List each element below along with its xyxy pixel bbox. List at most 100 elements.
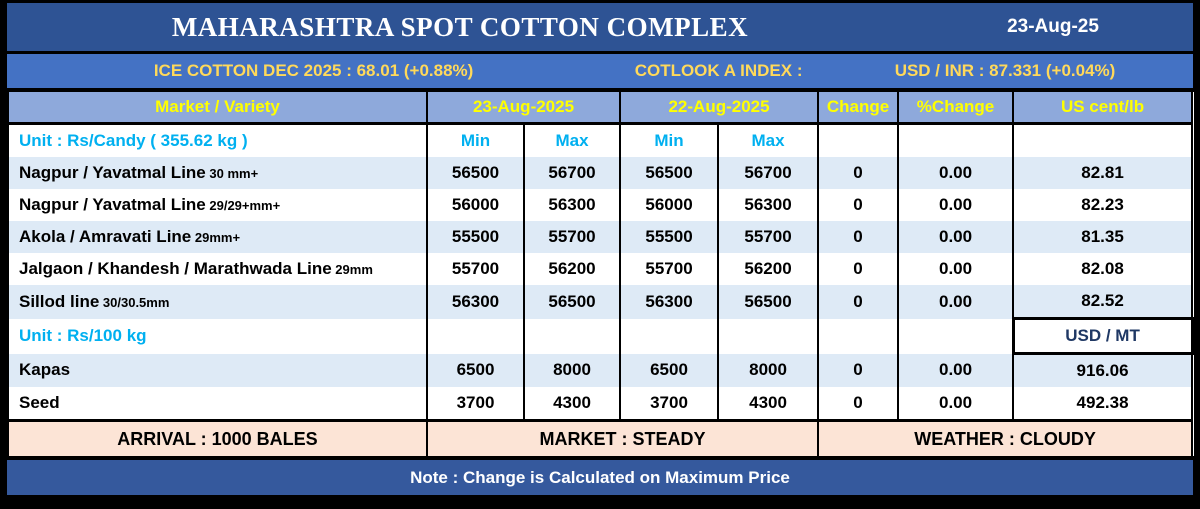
- value-cell: 4300: [717, 387, 820, 421]
- price-table: Market / Variety 23-Aug-2025 22-Aug-2025…: [7, 92, 1194, 456]
- value-cell: 0.00: [897, 189, 1015, 221]
- value-cell: 55700: [619, 253, 720, 285]
- value-cell: 492.38: [1012, 387, 1194, 421]
- value-cell: 916.06: [1012, 353, 1194, 387]
- value-cell: 55700: [717, 221, 820, 253]
- market-name: Akola / Amravati Line: [19, 227, 192, 246]
- value-cell: 0.00: [897, 253, 1015, 285]
- table-row: Akola / Amravati Line 29mm+ 55500 55700 555…: [7, 221, 1194, 253]
- value-cell: 56200: [717, 253, 820, 285]
- market-variety-cell: Nagpur / Yavatmal Line 30 mm+: [7, 157, 428, 189]
- value-cell: 0.00: [897, 221, 1015, 253]
- market-variety-cell: Kapas: [7, 353, 428, 387]
- market-name: Jalgaon / Khandesh / Marathwada Line: [19, 259, 332, 278]
- unit-label: Unit : Rs/Candy ( 355.62 kg ): [7, 123, 428, 157]
- empty-cell: [522, 318, 622, 354]
- value-cell: 56700: [522, 157, 622, 189]
- value-cell: 56500: [717, 285, 820, 319]
- empty-cell: [897, 123, 1015, 157]
- value-cell: 56000: [426, 189, 525, 221]
- value-cell: 4300: [522, 387, 622, 421]
- value-cell: 82.08: [1012, 253, 1194, 285]
- value-cell: 0: [817, 387, 900, 421]
- market-variety-cell: Akola / Amravati Line 29mm+: [7, 221, 428, 253]
- value-cell: 56000: [619, 189, 720, 221]
- value-cell: 56200: [522, 253, 622, 285]
- title-bar: MAHARASHTRA SPOT COTTON COMPLEX 23-Aug-2…: [7, 3, 1193, 51]
- value-cell: 56300: [619, 285, 720, 319]
- table-row: Jalgaon / Khandesh / Marathwada Line 29m…: [7, 253, 1194, 285]
- unit-label: Unit : Rs/100 kg: [7, 318, 428, 354]
- value-cell: 56300: [426, 285, 525, 319]
- value-cell: 0.00: [897, 353, 1015, 387]
- value-cell: 56500: [522, 285, 622, 319]
- col-header-change: Change: [817, 92, 900, 125]
- market-name: Nagpur / Yavatmal Line: [19, 195, 206, 214]
- summary-row: ARRIVAL : 1000 BALES MARKET : STEADY WEA…: [7, 419, 1194, 456]
- market-variety-cell: Sillod line 30/30.5mm: [7, 285, 428, 319]
- empty-cell: [717, 318, 820, 354]
- report-date: 23-Aug-25: [1007, 16, 1099, 37]
- market-name: Sillod line: [19, 291, 100, 311]
- unit-row: Unit : Rs/100 kg USD / MT: [7, 317, 1194, 355]
- staple-spec-label: 29mm+: [191, 230, 241, 245]
- value-cell: 0: [817, 157, 900, 189]
- value-cell: 3700: [619, 387, 720, 421]
- value-cell: 0.00: [897, 157, 1015, 189]
- cotlook-index-label: COTLOOK A INDEX :: [634, 61, 803, 80]
- value-cell: 3700: [426, 387, 525, 421]
- market-variety-cell: Nagpur / Yavatmal Line 29/29+mm+: [7, 189, 428, 221]
- market-variety-cell: Seed: [7, 387, 428, 421]
- staple-spec-label: 29mm: [331, 262, 373, 277]
- value-cell: 0: [817, 189, 900, 221]
- value-cell: 82.23: [1012, 189, 1194, 221]
- subheader-minmax: Max: [522, 123, 622, 157]
- value-cell: 56300: [522, 189, 622, 221]
- footer-note-bar: Note : Change is Calculated on Maximum P…: [7, 460, 1193, 495]
- value-cell: 56500: [426, 157, 525, 189]
- value-cell: 6500: [619, 353, 720, 387]
- value-cell: 56300: [717, 189, 820, 221]
- empty-cell: [897, 318, 1015, 354]
- page-title: MAHARASHTRA SPOT COTTON COMPLEX: [171, 11, 749, 42]
- market-name: Kapas: [19, 360, 71, 380]
- empty-cell: [1012, 123, 1194, 157]
- ticker-bar: ICE COTTON DEC 2025 : 68.01 (+0.88%) COT…: [7, 54, 1193, 88]
- value-cell: 82.81: [1012, 157, 1194, 189]
- col-header-date-today: 23-Aug-2025: [425, 92, 622, 125]
- subheader-minmax: Max: [717, 123, 820, 157]
- value-cell: 6500: [426, 353, 525, 387]
- footer-note: Note : Change is Calculated on Maximum P…: [410, 467, 790, 487]
- table-row: Nagpur / Yavatmal Line 29/29+mm+ 56000 563…: [7, 189, 1194, 221]
- value-cell: 55500: [426, 221, 525, 253]
- value-cell: 0: [817, 353, 900, 387]
- table-header-row: Market / Variety 23-Aug-2025 22-Aug-2025…: [7, 92, 1194, 125]
- value-cell: 8000: [522, 353, 622, 387]
- value-cell: 0: [817, 285, 900, 319]
- staple-spec-label: 29/29+mm+: [205, 198, 281, 213]
- market-name: Seed: [19, 393, 60, 412]
- value-cell: 0: [817, 221, 900, 253]
- value-cell: 82.52: [1012, 285, 1194, 319]
- staple-spec-label: 30/30.5mm: [99, 294, 170, 310]
- value-cell: 0.00: [897, 387, 1015, 421]
- arrival-status: ARRIVAL : 1000 BALES: [7, 419, 428, 456]
- table-row: Sillod line 30/30.5mm 56300 56500 56300 5650…: [7, 285, 1194, 319]
- weather-status: WEATHER : CLOUDY: [817, 419, 1194, 456]
- unit-row: Unit : Rs/Candy ( 355.62 kg ) Min Max Min Ma…: [7, 123, 1194, 157]
- empty-cell: [817, 123, 900, 157]
- col-header-pct-change: %Change: [897, 92, 1015, 125]
- market-name: Nagpur / Yavatmal Line: [19, 163, 206, 182]
- value-cell: 55700: [522, 221, 622, 253]
- value-cell: 0: [817, 253, 900, 285]
- empty-cell: [426, 318, 525, 354]
- value-cell: 56700: [717, 157, 820, 189]
- value-cell: 8000: [717, 353, 820, 387]
- col-header-us-cent: US cent/lb: [1012, 92, 1194, 125]
- subheader-minmax: Min: [426, 123, 525, 157]
- market-status: MARKET : STEADY: [425, 419, 820, 456]
- subheader-minmax: Min: [619, 123, 720, 157]
- empty-cell: [817, 318, 900, 354]
- value-cell: 81.35: [1012, 221, 1194, 253]
- table-row: Kapas 6500 8000 6500 8000 0 0.00 916.06: [7, 353, 1194, 387]
